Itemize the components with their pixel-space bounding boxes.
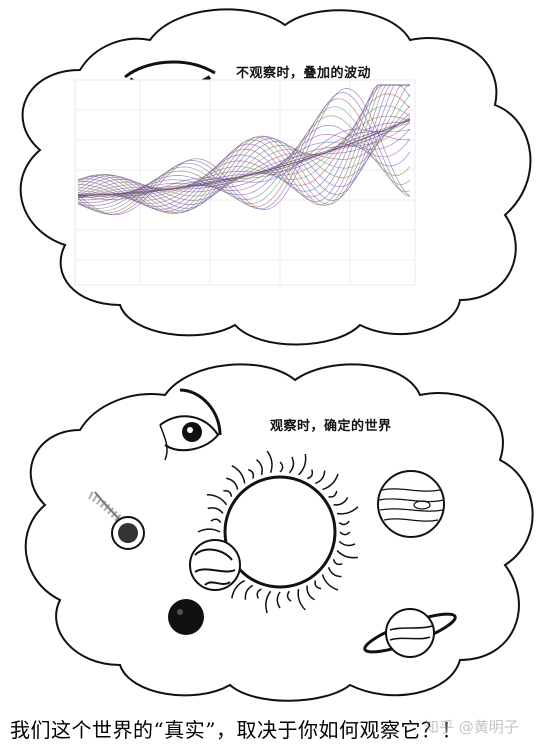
striped-planet-icon — [377, 470, 445, 538]
sun-icon — [197, 450, 359, 614]
planet-icon — [189, 539, 241, 591]
bottom-cloud-caption: 观察时，确定的世界 — [270, 419, 392, 434]
bottom-statement: 我们这个世界的“真实”，取决于你如何观察它？！ — [10, 718, 462, 742]
dark-planet-icon — [168, 599, 204, 635]
comet-icon — [88, 491, 145, 550]
top-cloud-caption: 不观察时，叠加的波动 — [236, 66, 372, 81]
wave-plot — [74, 79, 416, 286]
watermark: 知乎 @黄明子 — [424, 718, 519, 736]
saturn-icon — [363, 608, 457, 658]
open-eye-icon — [159, 388, 222, 461]
